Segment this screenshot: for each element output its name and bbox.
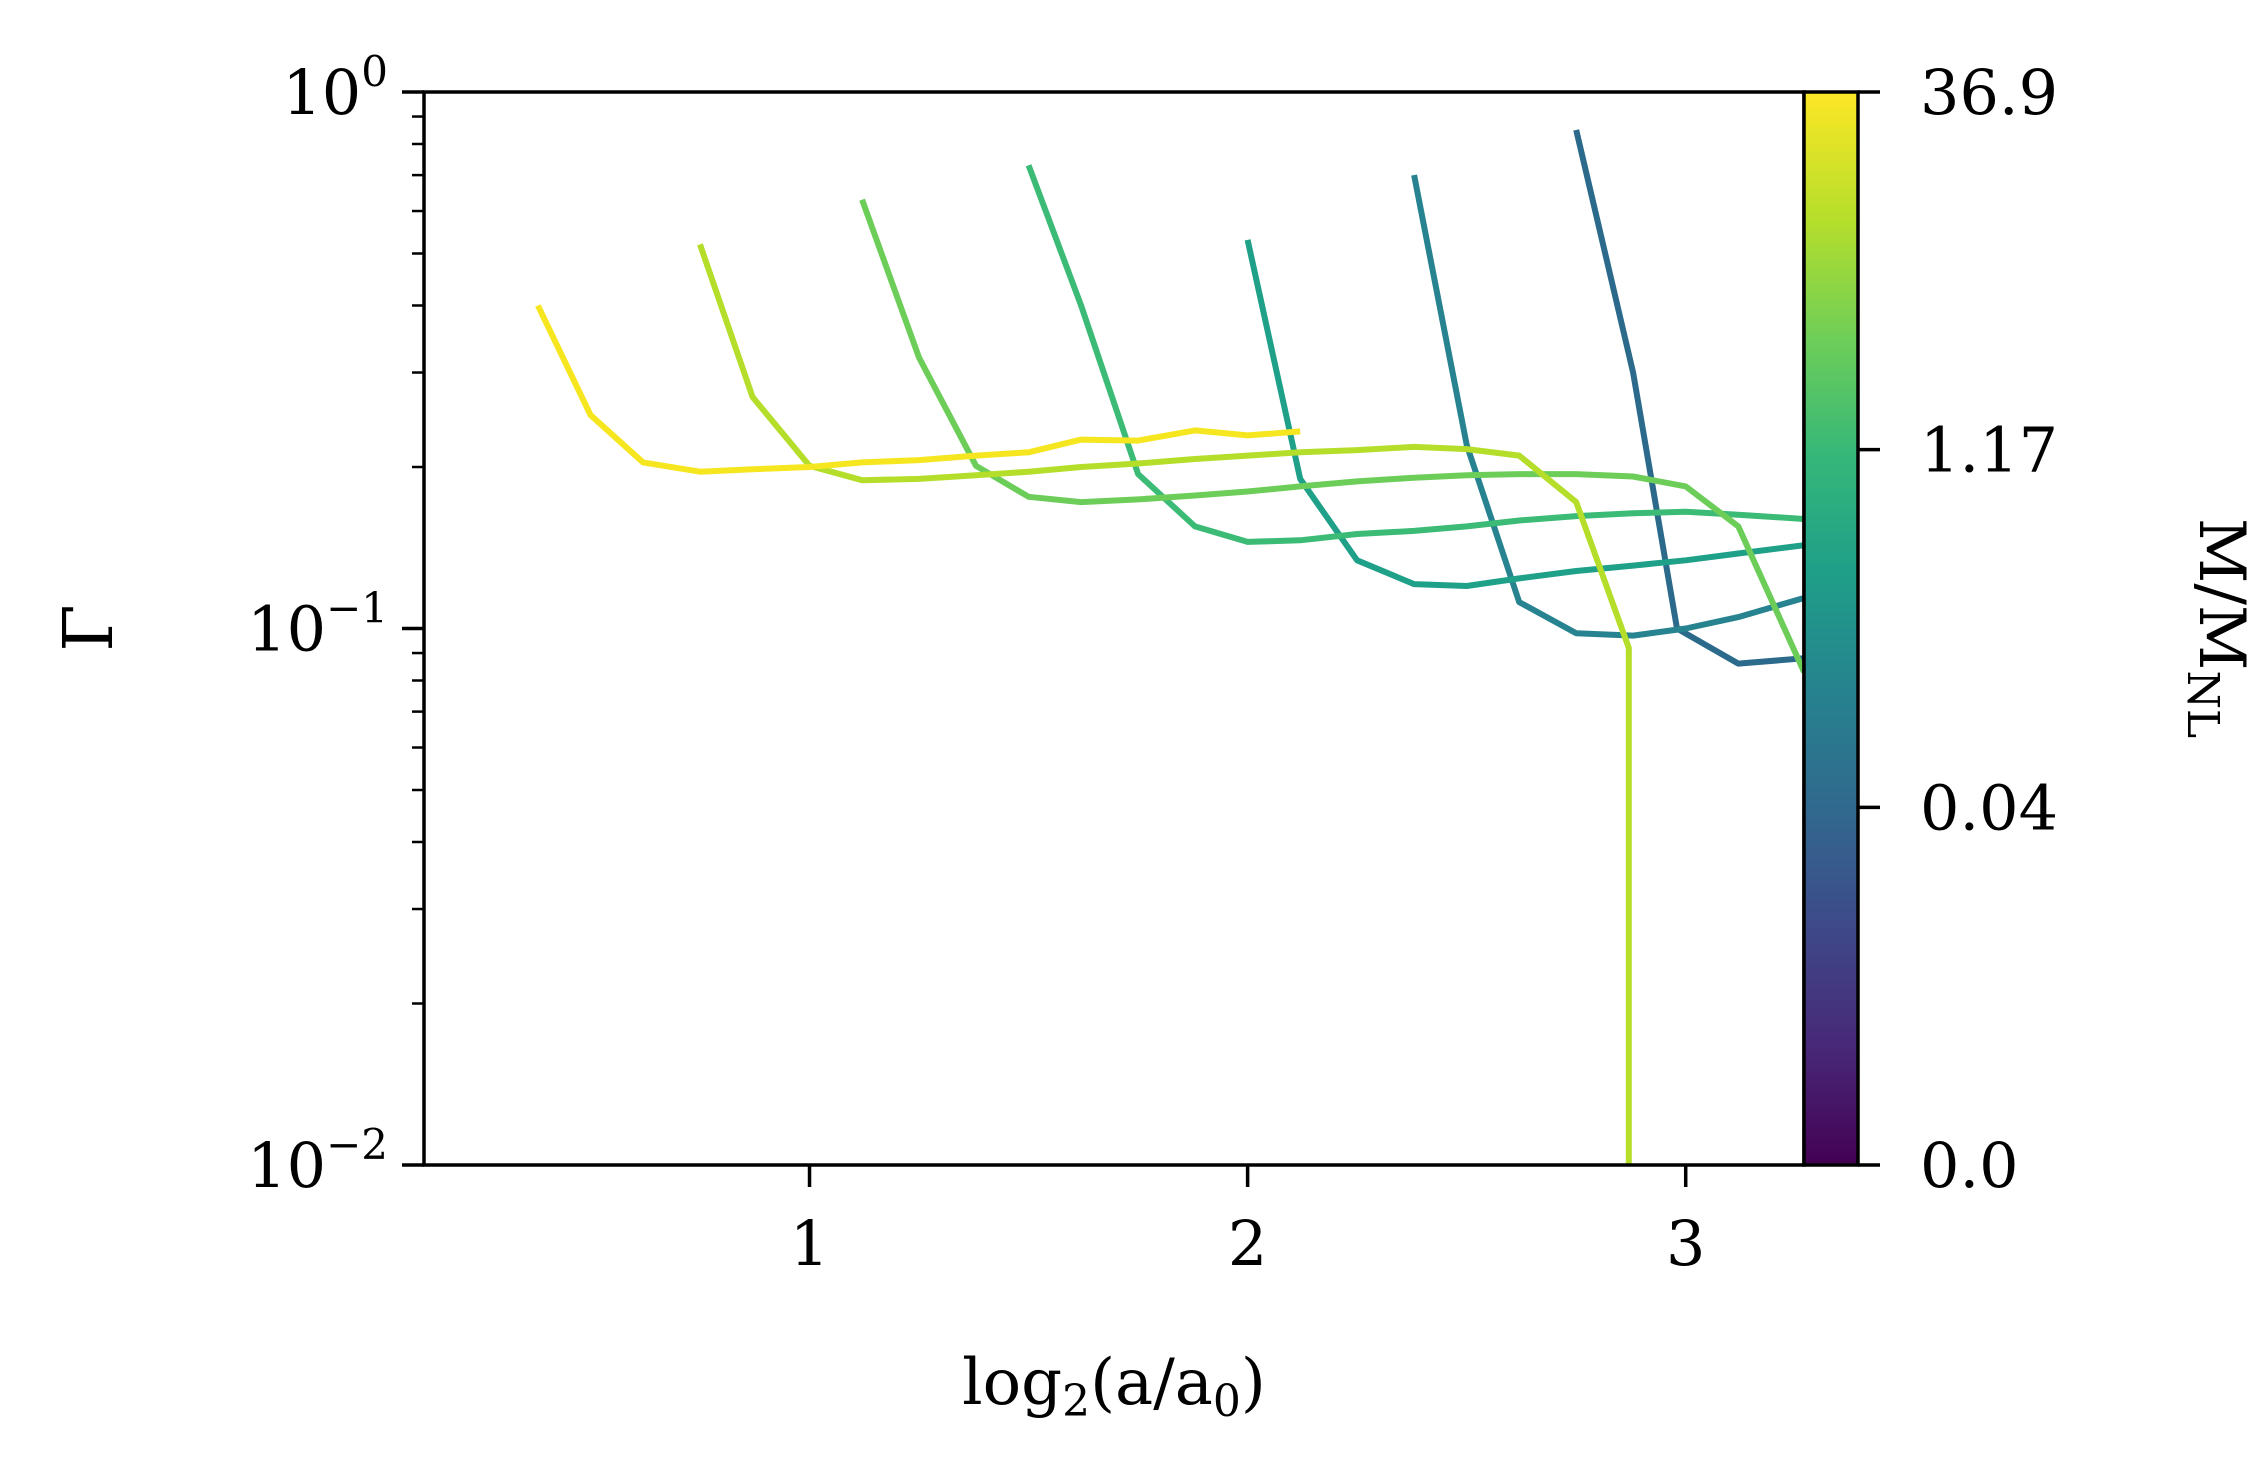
y-tick-label-1: 10−1 — [247, 584, 388, 666]
major-ticks — [402, 90, 1688, 1187]
x-axis-label-mid: (a/a — [1090, 1346, 1213, 1420]
series-line-5 — [859, 198, 1804, 674]
colorbar-label-main: M/M — [2184, 518, 2258, 671]
y-tick-label-base: 10 — [282, 56, 361, 129]
y-tick-label-base: 10 — [247, 593, 326, 666]
y-tick-label-base: 10 — [247, 1129, 326, 1202]
y-tick-label-exp: −2 — [326, 1120, 388, 1169]
series-line-7 — [535, 304, 1301, 475]
series-layer — [535, 129, 1804, 1165]
x-axis-label-sub2: 0 — [1213, 1376, 1241, 1427]
x-tick-labels: 1 2 3 — [790, 1207, 1706, 1280]
series-line-1 — [1573, 129, 1804, 667]
x-axis-label-main: log — [962, 1346, 1062, 1420]
colorbar-tick-label-1: 0.04 — [1920, 771, 2058, 844]
x-axis-label: log2(a/a0) — [962, 1346, 1266, 1427]
y-tick-label-exp: −1 — [326, 584, 388, 633]
colorbar-ticks: 0.0 0.04 1.17 36.9 — [1858, 56, 2058, 1202]
series-line-6 — [697, 243, 1632, 1165]
colorbar-tick-label-2: 1.17 — [1920, 414, 2058, 487]
y-tick-label-2: 10−2 — [247, 1120, 388, 1202]
y-axis-label: Γ — [50, 604, 129, 651]
colorbar-tick-label-0: 0.0 — [1920, 1129, 2019, 1202]
colorbar-label: M/MNL — [2177, 518, 2258, 738]
colorbar-tick-label-3: 36.9 — [1920, 56, 2058, 129]
y-tick-label-exp: 0 — [361, 47, 388, 96]
y-tick-label-0: 100 — [282, 47, 388, 129]
x-axis-label-sub1: 2 — [1062, 1376, 1090, 1427]
series-line-2 — [1411, 174, 1804, 639]
x-tick-label-1: 1 — [790, 1207, 829, 1280]
y-minor-ticks — [412, 115, 424, 1005]
colorbar-label-sub: NL — [2177, 670, 2228, 738]
plot-frame — [422, 90, 1806, 1167]
x-axis-label-end: ) — [1241, 1346, 1266, 1420]
x-tick-label-3: 3 — [1666, 1207, 1705, 1280]
colorbar — [1802, 90, 1860, 1167]
series-line-4 — [1025, 164, 1804, 545]
x-tick-label-2: 2 — [1228, 1207, 1267, 1280]
